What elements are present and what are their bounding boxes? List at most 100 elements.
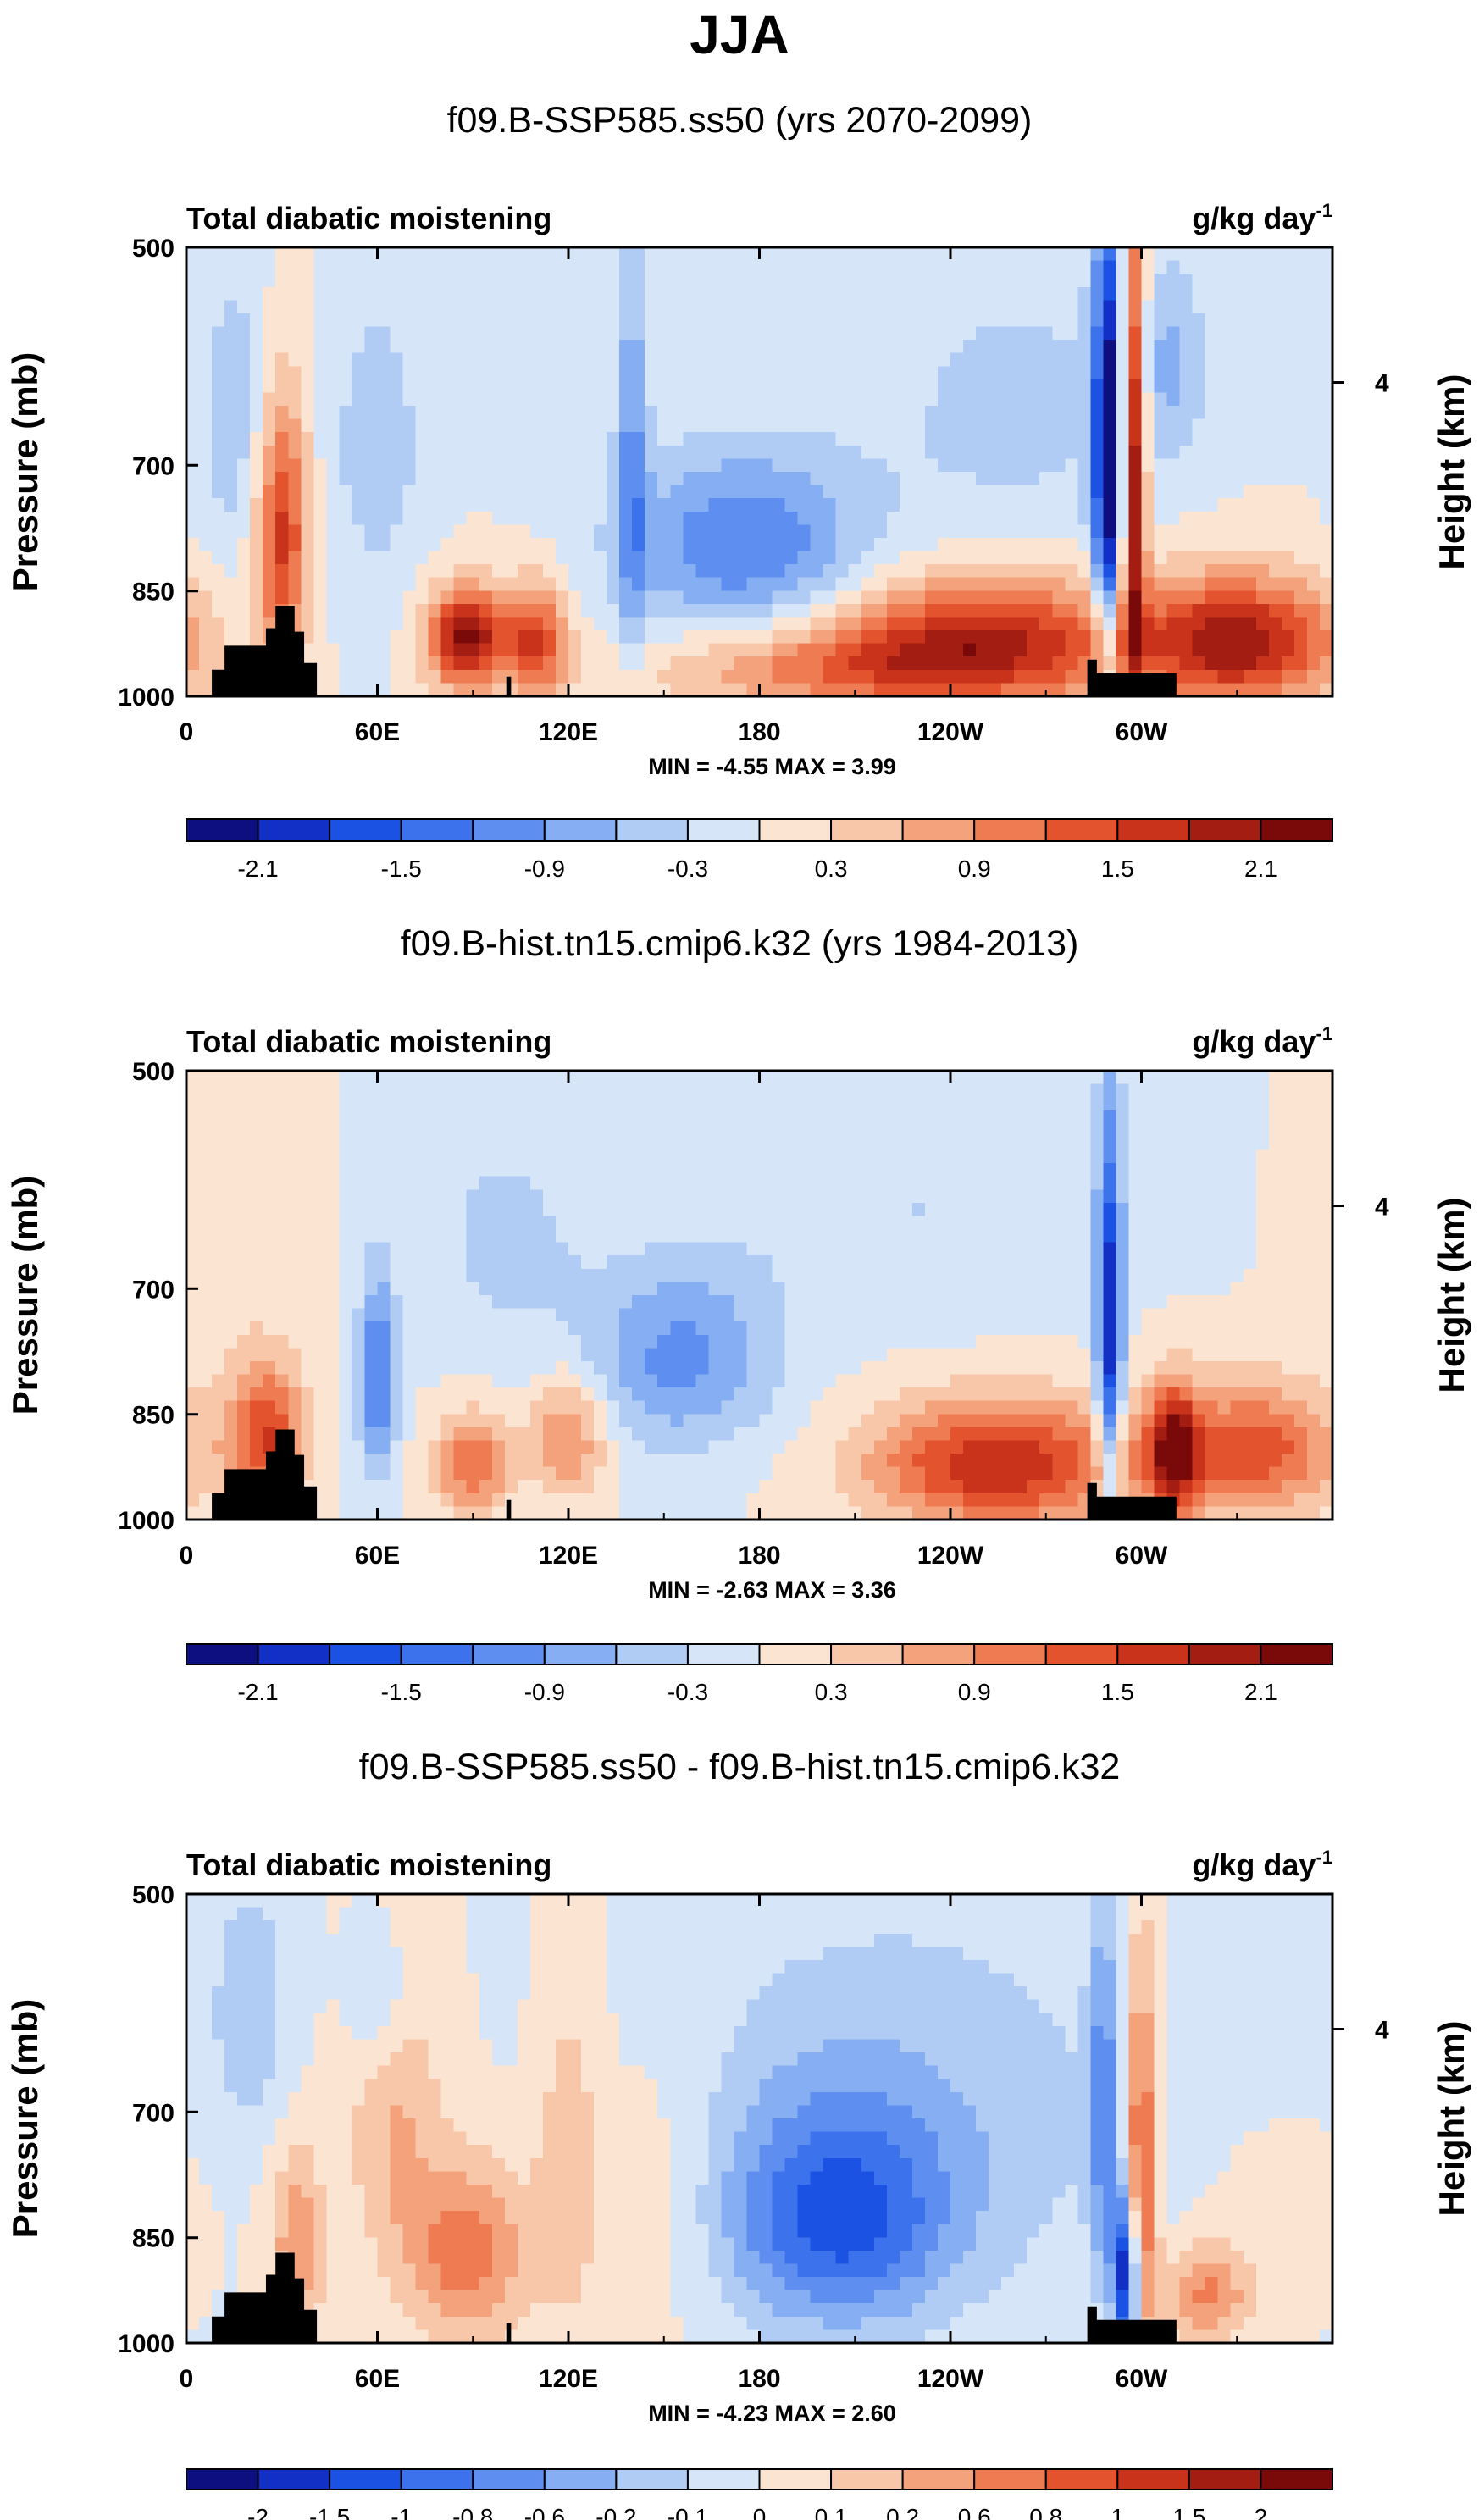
heatmap-cell (1166, 1189, 1181, 1204)
heatmap-cell (1293, 472, 1308, 486)
heatmap-cell (683, 1308, 696, 1322)
heatmap-cell (1077, 1110, 1091, 1124)
heatmap-cell (1293, 1295, 1308, 1310)
heatmap-cell (568, 300, 582, 314)
heatmap-cell (1116, 1202, 1129, 1217)
heatmap-cell (1192, 247, 1206, 262)
heatmap-cell (1128, 458, 1143, 473)
heatmap-cell (364, 286, 379, 301)
heatmap-cell (963, 418, 977, 433)
heatmap-cell (734, 418, 747, 433)
heatmap-cell (491, 603, 506, 618)
heatmap-cell (1192, 1110, 1206, 1124)
heatmap-cell (352, 458, 365, 473)
heatmap-cell (1217, 1229, 1232, 1243)
heatmap-cell (619, 590, 633, 605)
heatmap-cell (721, 1083, 734, 1098)
heatmap-cell (517, 300, 531, 314)
heatmap-cell (746, 656, 761, 671)
heatmap-cell (1090, 551, 1104, 565)
heatmap-cell (1217, 524, 1232, 539)
heatmap-cell (390, 511, 404, 525)
heatmap-cell (237, 590, 251, 605)
heatmap-cell (861, 458, 875, 473)
heatmap-cell (275, 1071, 289, 1085)
heatmap-cell (1128, 1308, 1143, 1322)
heatmap-cell (924, 511, 939, 525)
heatmap-cell (339, 379, 352, 394)
heatmap-cell (1027, 260, 1040, 274)
heatmap-cell (721, 551, 734, 565)
heatmap-cell (1281, 524, 1295, 539)
heatmap-cell (734, 300, 747, 314)
heatmap-cell (224, 1071, 238, 1085)
heatmap-cell (275, 340, 289, 354)
heatmap-cell (1268, 1136, 1282, 1151)
heatmap-cell (466, 1229, 480, 1243)
heatmap-cell (364, 1149, 379, 1164)
heatmap-cell (1192, 260, 1206, 274)
heatmap-cell (886, 274, 900, 288)
heatmap-cell (683, 656, 696, 671)
heatmap-cell (275, 564, 289, 579)
heatmap-cell (695, 445, 709, 459)
heatmap-cell (1103, 630, 1116, 645)
heatmap-cell (568, 617, 582, 631)
heatmap-cell (772, 1321, 786, 1336)
heatmap-cell (504, 432, 518, 446)
heatmap-cell (1052, 498, 1066, 512)
heatmap-cell (1268, 577, 1282, 591)
heatmap-cell (352, 274, 365, 288)
heatmap-cell (835, 1268, 850, 1282)
heatmap-cell (1077, 551, 1091, 565)
heatmap-cell (1293, 286, 1308, 301)
heatmap-cell (186, 274, 200, 288)
heatmap-cell (759, 1242, 773, 1256)
heatmap-cell (263, 1242, 276, 1256)
heatmap-cell (911, 274, 926, 288)
heatmap-cell (632, 1334, 645, 1349)
heatmap-cell (721, 1216, 734, 1230)
heatmap-cell (1154, 392, 1168, 407)
heatmap-cell (390, 1268, 404, 1282)
heatmap-cell (1039, 313, 1053, 328)
heatmap-cell (466, 485, 480, 499)
heatmap-cell (199, 340, 213, 354)
heatmap-cell (1230, 1189, 1244, 1204)
heatmap-cell (823, 392, 837, 407)
heatmap-cell (784, 590, 799, 605)
heatmap-cell (1217, 432, 1232, 446)
heatmap-cell (772, 458, 786, 473)
heatmap-cell (1128, 590, 1143, 605)
heatmap-cell (848, 340, 862, 354)
heatmap-cell (1179, 1163, 1194, 1177)
heatmap-cell (377, 313, 391, 328)
heatmap-cell (263, 1202, 276, 1217)
heatmap-cell (1166, 313, 1181, 328)
heatmap-cell (1230, 630, 1244, 645)
heatmap-cell (708, 485, 722, 499)
heatmap-cell (1205, 247, 1219, 262)
heatmap-cell (1154, 406, 1168, 420)
heatmap-cell (670, 247, 684, 262)
heatmap-cell (835, 1176, 850, 1190)
heatmap-cell (976, 551, 989, 565)
heatmap-cell (823, 617, 837, 631)
heatmap-cell (899, 1149, 913, 1164)
heatmap-cell (963, 406, 977, 420)
heatmap-cell (848, 1202, 862, 1217)
heatmap-cell (695, 511, 709, 525)
heatmap-cell (835, 1071, 850, 1085)
heatmap-cell (708, 498, 722, 512)
heatmap-cell (339, 247, 352, 262)
heatmap-cell (823, 300, 837, 314)
heatmap-cell (339, 392, 352, 407)
heatmap-cell (1154, 656, 1168, 671)
heatmap-cell (339, 485, 352, 499)
heatmap-cell (632, 445, 645, 459)
heatmap-cell (1306, 1242, 1321, 1256)
heatmap-cell (976, 260, 989, 274)
heatmap-cell (364, 1097, 379, 1111)
heatmap-cell (313, 524, 327, 539)
heatmap-cell (810, 1242, 824, 1256)
